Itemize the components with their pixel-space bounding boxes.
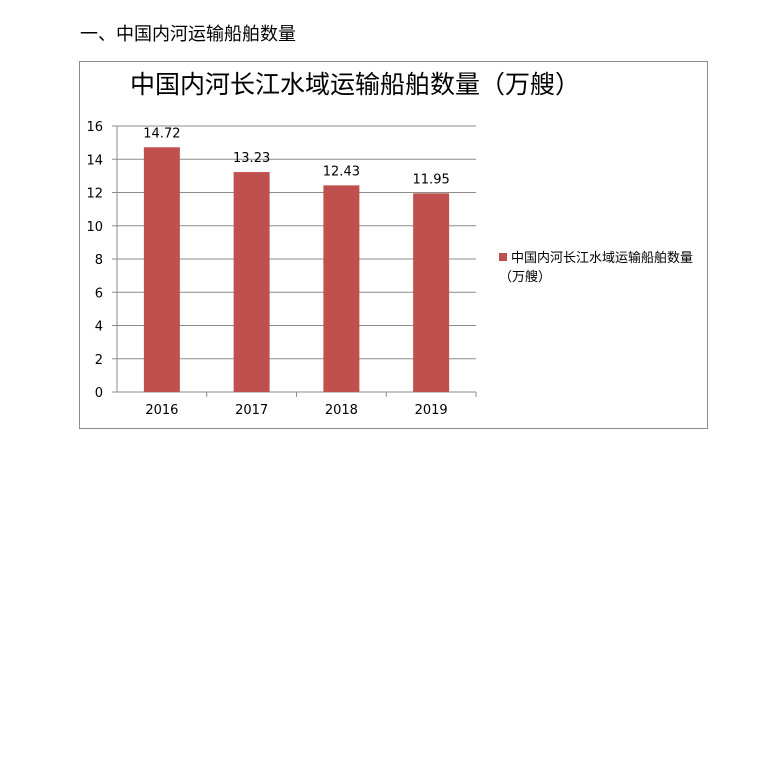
x-tick-label: 2017: [235, 403, 268, 418]
y-tick-label: 4: [95, 320, 103, 335]
chart-title: 中国内河长江水域运输船舶数量（万艘）: [130, 70, 580, 99]
chart-container: 中国内河长江水域运输船舶数量（万艘） 0 2 4 6 8 10 12 14 16 14.72 201…: [79, 61, 708, 429]
bar: [233, 172, 270, 392]
bar: [143, 147, 180, 392]
bar: [323, 185, 360, 392]
data-label: 12.43: [323, 164, 360, 179]
data-label: 11.95: [413, 172, 450, 187]
x-tick-label: 2019: [415, 403, 448, 418]
y-tick-label: 0: [95, 386, 103, 401]
bar-chart: 中国内河长江水域运输船舶数量（万艘） 0 2 4 6 8 10 12 14 16 14.72 201…: [86, 70, 580, 418]
data-label: 14.72: [143, 126, 180, 141]
y-tick-label: 2: [95, 353, 103, 368]
section-heading: 一、中国内河运输船舶数量: [80, 24, 296, 45]
y-tick-label: 8: [95, 253, 103, 268]
x-tick-label: 2018: [325, 403, 358, 418]
y-tick-label: 16: [86, 120, 103, 135]
bar: [413, 193, 450, 392]
y-tick-label: 12: [86, 187, 103, 202]
legend: 中国内河长江水域运输船舶数量（万艘）: [499, 249, 709, 287]
legend-swatch: [499, 253, 507, 261]
legend-label: 中国内河长江水域运输船舶数量（万艘）: [499, 251, 694, 285]
y-tick-label: 6: [95, 286, 103, 301]
y-tick-label: 10: [86, 220, 103, 235]
x-tick-label: 2016: [145, 403, 178, 418]
data-label: 13.23: [233, 151, 270, 166]
y-tick-label: 14: [86, 153, 103, 168]
